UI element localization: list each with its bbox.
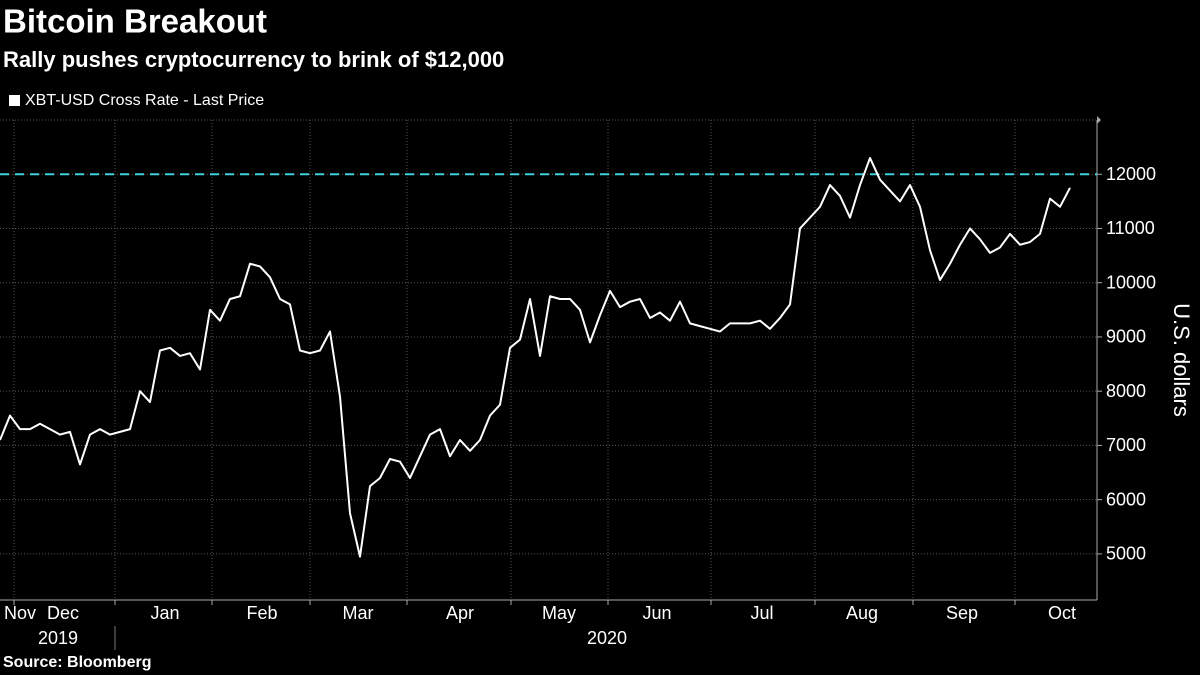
y-tick-label: 10000 <box>1106 272 1156 292</box>
x-tick-label: Mar <box>343 603 374 623</box>
y-axis-label: U.S. dollars <box>1169 303 1194 417</box>
source: Source: Bloomberg <box>3 654 151 671</box>
legend-label: XBT-USD Cross Rate - Last Price <box>25 92 264 109</box>
x-tick-label: May <box>542 603 576 623</box>
x-tick-label: Jul <box>750 603 773 623</box>
x-tick-label: Apr <box>446 603 474 623</box>
y-tick-label: 6000 <box>1106 489 1146 509</box>
x-tick-label: Jan <box>150 603 179 623</box>
y-tick-label: 7000 <box>1106 435 1146 455</box>
legend-swatch <box>9 95 20 106</box>
year-label: 2019 <box>38 628 78 648</box>
y-tick-label: 12000 <box>1106 164 1156 184</box>
y-tick-label: 11000 <box>1106 218 1155 238</box>
x-tick-label: Jun <box>642 603 671 623</box>
year-label: 2020 <box>587 628 627 648</box>
y-tick-label: 8000 <box>1106 381 1146 401</box>
x-tick-label: Sep <box>946 603 978 623</box>
x-tick-label: Aug <box>846 603 878 623</box>
x-tick-label: Nov <box>4 603 36 623</box>
y-axis-arrow <box>1097 116 1101 124</box>
y-tick-label: 5000 <box>1106 544 1146 564</box>
chart-title: Bitcoin Breakout <box>3 3 267 40</box>
price-line <box>0 156 1071 558</box>
chart-subtitle: Rally pushes cryptocurrency to brink of … <box>3 47 504 72</box>
x-tick-label: Dec <box>47 603 79 623</box>
x-tick-label: Oct <box>1048 603 1076 623</box>
x-tick-label: Feb <box>246 603 277 623</box>
y-tick-label: 9000 <box>1106 327 1146 347</box>
